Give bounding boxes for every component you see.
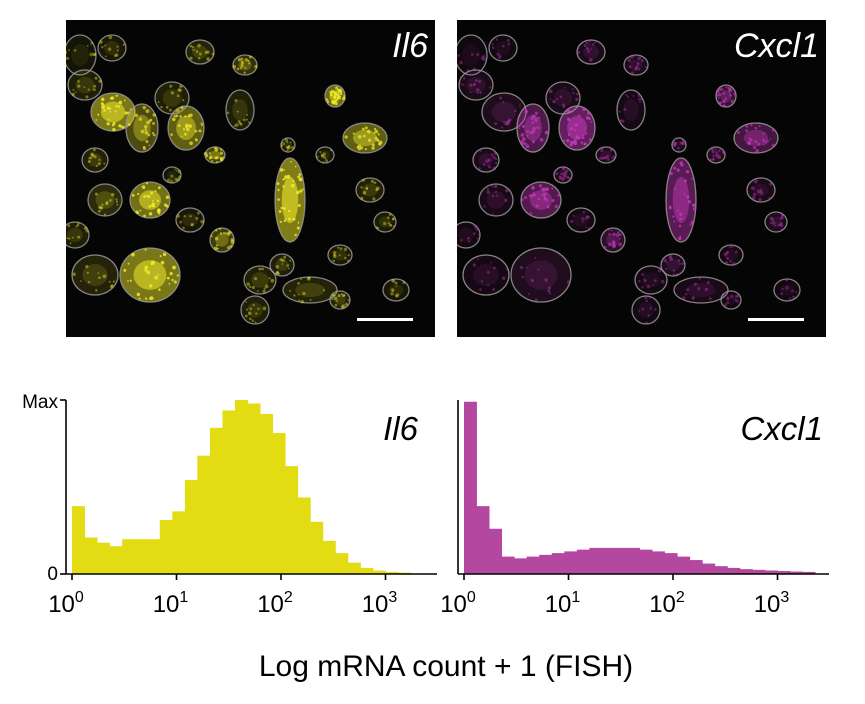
il6-x-tick-label: 101 xyxy=(153,589,189,618)
cxcl1-hist-bar xyxy=(576,549,590,574)
x-axis-label: Log mRNA count + 1 (FISH) xyxy=(259,650,633,683)
il6-hist-bar xyxy=(209,427,223,574)
il6-hist-bar xyxy=(372,570,386,574)
il6-hist-bar xyxy=(322,540,336,574)
il6-hist-bar xyxy=(184,480,198,574)
cxcl1-hist-bar xyxy=(739,569,753,574)
cxcl1-hist-bar xyxy=(652,551,666,574)
cxcl1-hist-bar xyxy=(501,556,515,574)
cxcl1-hist-bar xyxy=(790,571,803,574)
cxcl1-hist-bar xyxy=(802,571,816,574)
il6-hist-bar xyxy=(122,539,136,574)
il6-histogram xyxy=(72,400,411,574)
il6-hist-bar xyxy=(72,506,85,574)
y-tick-max: Max xyxy=(22,392,58,413)
cxcl1-hist-label: Cxcl1 xyxy=(740,410,823,447)
cxcl1-hist-bar xyxy=(464,401,477,574)
il6-hist-bar xyxy=(247,403,261,574)
cxcl1-hist-bar xyxy=(601,547,615,574)
il6-micrograph xyxy=(66,20,435,337)
cxcl1-scale-bar xyxy=(748,318,804,321)
cxcl1-x-tick-label: 101 xyxy=(545,589,581,618)
cxcl1-hist-bar xyxy=(551,553,565,574)
il6-hist-bar xyxy=(134,539,148,574)
il6-hist-bar xyxy=(360,567,374,574)
cxcl1-x-tick-label: 100 xyxy=(440,589,476,618)
cxcl1-hist-bar xyxy=(752,569,766,574)
il6-hist-bar xyxy=(172,511,186,574)
cxcl1-hist-bar xyxy=(677,556,691,574)
il6-hist-bar xyxy=(347,562,361,574)
il6-hist-bar xyxy=(260,413,274,574)
il6-hist-bar xyxy=(159,520,173,574)
il6-hist-bar xyxy=(97,542,111,574)
cxcl1-x-ticks: 100 101 102 103 xyxy=(440,574,789,618)
cxcl1-hist-bar xyxy=(476,506,490,574)
cxcl1-hist-bar xyxy=(514,558,528,574)
cxcl1-hist-bar xyxy=(489,528,503,574)
il6-hist-bar xyxy=(310,521,324,574)
cxcl1-hist-bar xyxy=(589,547,603,574)
il6-x-ticks: 100 101 102 103 xyxy=(48,574,397,618)
il6-hist-bar xyxy=(235,400,248,574)
il6-x-tick-label: 100 xyxy=(48,589,84,618)
il6-hist-bar xyxy=(285,466,299,574)
cxcl1-hist-bar xyxy=(639,549,653,574)
il6-scale-bar xyxy=(357,318,413,321)
cxcl1-hist-bar xyxy=(539,554,553,574)
cxcl1-hist-bar xyxy=(664,553,678,574)
cxcl1-hist-bar xyxy=(764,570,778,574)
il6-x-tick-label: 102 xyxy=(257,589,293,618)
cxcl1-micrograph xyxy=(457,20,826,337)
il6-hist-bar xyxy=(197,455,211,574)
cxcl1-hist-bar xyxy=(614,547,628,574)
il6-hist-bar xyxy=(222,410,236,574)
il6-axes xyxy=(60,399,437,575)
cxcl1-hist-bar xyxy=(714,566,728,574)
cxcl1-histogram xyxy=(464,401,816,574)
cxcl1-hist-bar xyxy=(727,567,741,574)
il6-hist-bar xyxy=(147,539,161,574)
il6-image-label: Il6 xyxy=(392,27,428,65)
cxcl1-image-label: Cxcl1 xyxy=(734,27,819,65)
y-tick-zero: 0 xyxy=(47,564,58,585)
il6-hist-bar xyxy=(84,537,98,574)
il6-hist-bar xyxy=(272,433,286,574)
cxcl1-hist-bar xyxy=(564,551,578,574)
il6-hist-bar xyxy=(385,571,399,574)
il6-hist-bar xyxy=(109,546,123,574)
cxcl1-hist-bar xyxy=(627,547,640,574)
il6-hist-bar xyxy=(335,553,349,574)
il6-hist-bar xyxy=(297,497,311,574)
cxcl1-axes xyxy=(457,400,829,575)
cxcl1-hist-bar xyxy=(777,571,791,574)
cxcl1-hist-bar xyxy=(702,563,716,574)
cxcl1-hist-bar xyxy=(689,560,703,574)
il6-hist-label: Il6 xyxy=(383,410,419,447)
cxcl1-hist-bar xyxy=(526,556,540,574)
il6-x-tick-label: 103 xyxy=(362,589,398,618)
cxcl1-x-tick-label: 103 xyxy=(754,589,790,618)
cxcl1-x-tick-label: 102 xyxy=(649,589,685,618)
